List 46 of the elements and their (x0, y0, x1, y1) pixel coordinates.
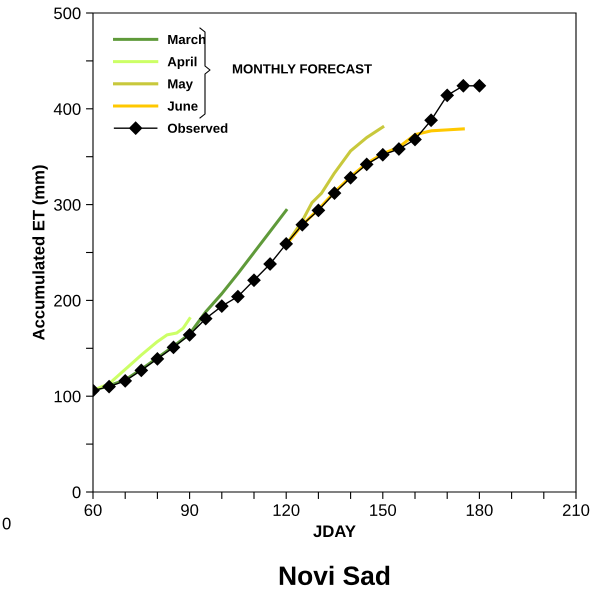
point (424, 114, 438, 127)
y-tick-label: 300 (54, 199, 81, 211)
point (247, 274, 261, 287)
legend-label: May (168, 79, 193, 92)
legend-label: Observed (168, 123, 228, 133)
point (118, 374, 132, 388)
x-tick-label: 120 (274, 504, 300, 516)
x-axis-title: JDAY (313, 526, 356, 538)
legend-label: March (168, 34, 206, 44)
point (215, 300, 228, 313)
point (150, 352, 164, 366)
point (102, 380, 116, 394)
legend-label: June (168, 102, 198, 111)
point (376, 148, 390, 162)
y-tick-label: 200 (54, 294, 81, 307)
legend-label: April (168, 56, 196, 69)
point (231, 290, 244, 304)
point (344, 171, 358, 184)
point (280, 237, 293, 250)
point (199, 312, 212, 326)
x-tick-label: 90 (181, 504, 198, 516)
point (328, 186, 342, 200)
point (408, 132, 422, 146)
y-tick-label: 0 (72, 486, 81, 498)
point (312, 204, 325, 217)
point (472, 79, 486, 92)
point (296, 218, 309, 232)
text: 0 (2, 518, 11, 530)
point (440, 88, 454, 102)
y-tick-label: 500 (54, 7, 81, 20)
point (183, 328, 196, 342)
point (166, 340, 180, 354)
y-tick-label: 100 (54, 390, 81, 402)
point (264, 257, 277, 271)
point (456, 79, 470, 92)
annotation: MONTHLY FORECAST (232, 64, 372, 74)
x-tick-label: 60 (84, 504, 102, 516)
x-tick-label: 210 (562, 504, 590, 516)
point (134, 364, 148, 377)
point (360, 158, 374, 171)
point (392, 142, 406, 156)
x-tick-label: 150 (370, 504, 396, 516)
y-tick-label: 400 (54, 103, 81, 116)
x-tick-label: 180 (466, 504, 493, 516)
y-axis-title: Accumulated ET (mm) (32, 165, 48, 340)
text: Novi Sad (280, 566, 390, 586)
